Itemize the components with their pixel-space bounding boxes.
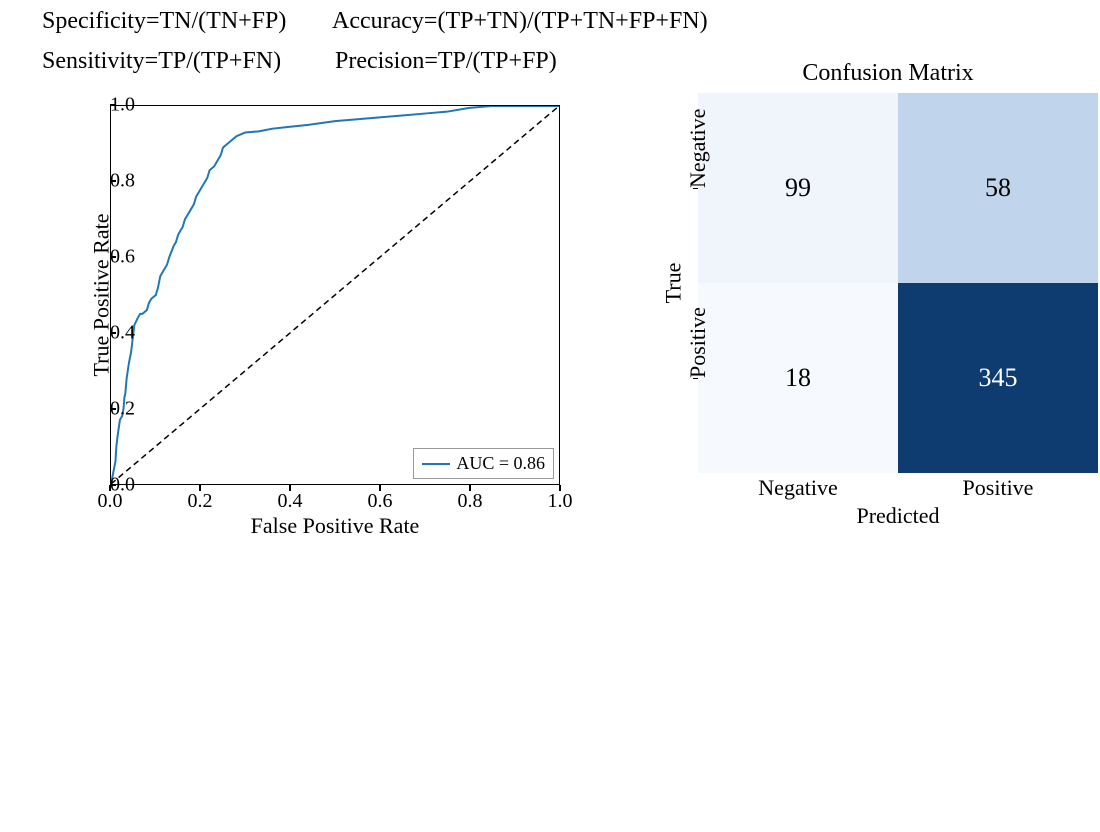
- roc-chart: AUC = 0.86 0.00.20.40.60.81.0 0.00.20.40…: [30, 95, 590, 555]
- roc-legend-label: AUC = 0.86: [456, 453, 545, 474]
- formula-sensitivity: Sensitivity=TP/(TP+FN): [42, 48, 281, 75]
- cm-ytick-negative: Negative: [685, 109, 711, 188]
- cm-xlabel: Predicted: [698, 503, 1098, 529]
- roc-diagonal: [111, 106, 559, 484]
- roc-legend: AUC = 0.86: [413, 448, 554, 479]
- roc-xtick: 0.4: [278, 490, 303, 513]
- roc-legend-swatch: [422, 463, 450, 465]
- roc-xlabel: False Positive Rate: [110, 513, 560, 539]
- cm-cell: 58: [898, 93, 1098, 283]
- cm-ytick-positive: Positive: [685, 307, 711, 378]
- roc-xtick: 1.0: [548, 490, 573, 513]
- cm-cell: 18: [698, 283, 898, 473]
- roc-xtick: 0.8: [458, 490, 483, 513]
- cm-xtick-positive: Positive: [963, 475, 1034, 501]
- cm-title: Confusion Matrix: [638, 60, 1098, 87]
- roc-ylabel: True Positive Rate: [88, 214, 114, 377]
- cm-grid: 995818345 True Negative Positive Negativ…: [698, 93, 1098, 473]
- roc-xtick: 0.6: [368, 490, 393, 513]
- roc-xtick: 0.0: [98, 490, 123, 513]
- roc-plot-area: AUC = 0.86: [110, 105, 560, 485]
- cm-cell: 99: [698, 93, 898, 283]
- roc-svg: [111, 106, 559, 484]
- formula-specificity: Specificity=TN/(TN+FP): [42, 8, 286, 35]
- confusion-matrix: Confusion Matrix 995818345 True Negative…: [638, 60, 1098, 473]
- roc-xtick: 0.2: [188, 490, 213, 513]
- cm-cell: 345: [898, 283, 1098, 473]
- cm-xtick-negative: Negative: [758, 475, 837, 501]
- cm-ylabel: True: [660, 263, 686, 304]
- formula-accuracy: Accuracy=(TP+TN)/(TP+TN+FP+FN): [332, 8, 708, 35]
- formula-precision: Precision=TP/(TP+FP): [335, 48, 557, 75]
